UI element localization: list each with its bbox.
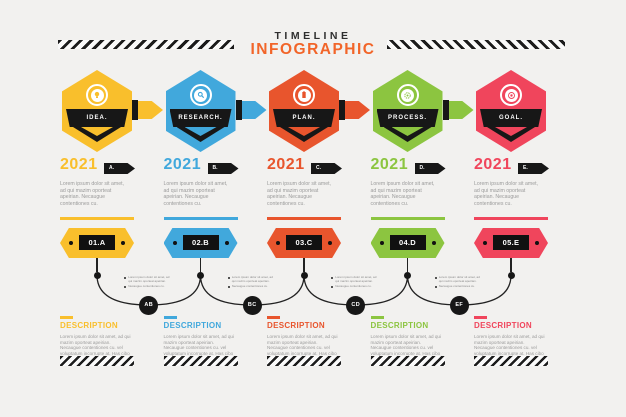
description-title: DESCRIPTION: [60, 321, 118, 330]
icon-ring: [500, 84, 522, 106]
column-underline: [163, 217, 238, 220]
year-label: 2021: [474, 156, 512, 173]
decorative-stripe-bar-right: [387, 40, 565, 49]
year-label: 2021: [370, 156, 409, 173]
arrow-right-icon: [138, 101, 163, 119]
page-title: INFOGRAPHIC: [250, 41, 376, 58]
connector-node: [93, 271, 101, 279]
year-label: 2021: [163, 156, 202, 173]
arrow-connector-stub: [132, 100, 138, 120]
connector-stem: [510, 258, 512, 272]
description-title: DESCRIPTION: [474, 321, 532, 330]
connector-note: Lorem ipsum dolor sit amet, ad qui mazim…: [434, 275, 483, 290]
description-dash: [370, 316, 384, 319]
connector-note: Lorem ipsum dolor sit amet, ad qui mazim…: [124, 275, 172, 290]
connector-note: Lorem ipsum dolor sit amet, ad qui mazim…: [227, 275, 276, 290]
connector-circle-ef: EF: [449, 295, 469, 315]
bullet-icon: [227, 277, 230, 280]
decorative-stripe-bar-left: [58, 40, 234, 49]
step-banner: PLAN.: [273, 109, 335, 127]
year-label: 2021: [60, 156, 98, 173]
timeline-step-plan: PLAN. 2021 C. Lorem ipsum dolor sit amet…: [267, 0, 370, 417]
timeline-step-idea: IDEA. 2021 A. Lorem ipsum dolor sit amet…: [60, 0, 163, 417]
icon-ring: [396, 84, 419, 106]
decorative-stripe-bar: [267, 356, 341, 366]
connector-stem: [406, 258, 409, 272]
description-dash: [163, 316, 177, 319]
magnifier-icon: [194, 88, 207, 102]
column-underline: [60, 217, 134, 220]
icon-ring: [189, 84, 212, 106]
arrow-connector-stub: [442, 100, 449, 120]
step-banner: GOAL.: [480, 109, 542, 127]
bullet-icon: [331, 286, 334, 289]
step-banner: PROCESS.: [376, 109, 439, 127]
icon-ring: [293, 84, 315, 106]
bullet-icon: [434, 286, 437, 289]
milestone-label: 04.D: [389, 235, 426, 250]
lightbulb-icon: [90, 88, 104, 102]
step-blurb: Lorem ipsum dolor sit amet, ad qui mazim…: [267, 181, 332, 207]
timeline-step-research: RESEARCH. 2021 B. Lorem ipsum dolor sit …: [163, 0, 267, 417]
gear-icon: [401, 88, 414, 102]
connector-node: [300, 271, 308, 279]
decorative-stripe-bar: [60, 356, 134, 366]
connector-node: [404, 271, 411, 279]
description-dash: [267, 316, 280, 319]
column-underline: [370, 217, 445, 220]
milestone-label: 01.A: [79, 235, 115, 250]
bullet-icon: [124, 277, 127, 280]
timeline-step-goal: GOAL. 2021 E. Lorem ipsum dolor sit amet…: [474, 0, 549, 417]
connector-stem: [199, 258, 202, 272]
arrow-right-icon: [345, 101, 370, 119]
step-blurb: Lorem ipsum dolor sit amet, ad qui mazim…: [60, 181, 125, 207]
step-blurb: Lorem ipsum dolor sit amet, ad qui mazim…: [370, 181, 435, 207]
step-banner: RESEARCH.: [169, 109, 232, 127]
arrow-connector-stub: [235, 100, 242, 120]
bullet-icon: [227, 286, 230, 289]
tag-label: A.: [104, 163, 135, 174]
arrow-right-icon: [241, 101, 267, 119]
description-title: DESCRIPTION: [370, 321, 429, 330]
arrow-connector-stub: [339, 100, 345, 120]
connector-stem: [96, 258, 98, 272]
clipboard-icon: [297, 88, 311, 102]
step-banner: IDEA.: [66, 109, 128, 127]
connector-circle-ab: AB: [139, 295, 159, 315]
decorative-stripe-bar: [474, 356, 548, 366]
decorative-stripe-bar: [370, 356, 445, 366]
tag-label: E.: [518, 163, 549, 174]
step-blurb: Lorem ipsum dolor sit amet, ad qui mazim…: [163, 181, 228, 207]
timeline-step-process: PROCESS. 2021 D. Lorem ipsum dolor sit a…: [370, 0, 474, 417]
step-blurb: Lorem ipsum dolor sit amet, ad qui mazim…: [474, 181, 539, 207]
bullet-icon: [331, 277, 334, 280]
bullet-icon: [124, 286, 127, 289]
target-icon: [504, 88, 518, 102]
connector-circle-bc: BC: [242, 295, 262, 315]
tag-label: C.: [311, 163, 342, 174]
tag-label: B.: [207, 163, 239, 174]
milestone-label: 03.C: [286, 235, 322, 250]
connector-stem: [303, 258, 305, 272]
connector-circle-cd: CD: [346, 295, 366, 315]
connector-node: [507, 271, 515, 279]
year-label: 2021: [267, 156, 305, 173]
description-dash: [474, 316, 487, 319]
description-title: DESCRIPTION: [163, 321, 222, 330]
title-top: TIMELINE: [274, 30, 352, 42]
bullet-icon: [434, 277, 437, 280]
icon-ring: [86, 84, 108, 106]
connector-node: [197, 271, 204, 279]
tag-label: D.: [414, 163, 446, 174]
connector-note: Lorem ipsum dolor sit amet, ad qui mazim…: [331, 275, 379, 290]
decorative-stripe-bar: [163, 356, 238, 366]
description-title: DESCRIPTION: [267, 321, 325, 330]
column-underline: [474, 217, 548, 220]
milestone-label: 05.E: [493, 235, 529, 250]
column-underline: [267, 217, 341, 220]
milestone-label: 02.B: [182, 235, 219, 250]
arrow-right-icon: [448, 101, 474, 119]
description-dash: [60, 316, 73, 319]
